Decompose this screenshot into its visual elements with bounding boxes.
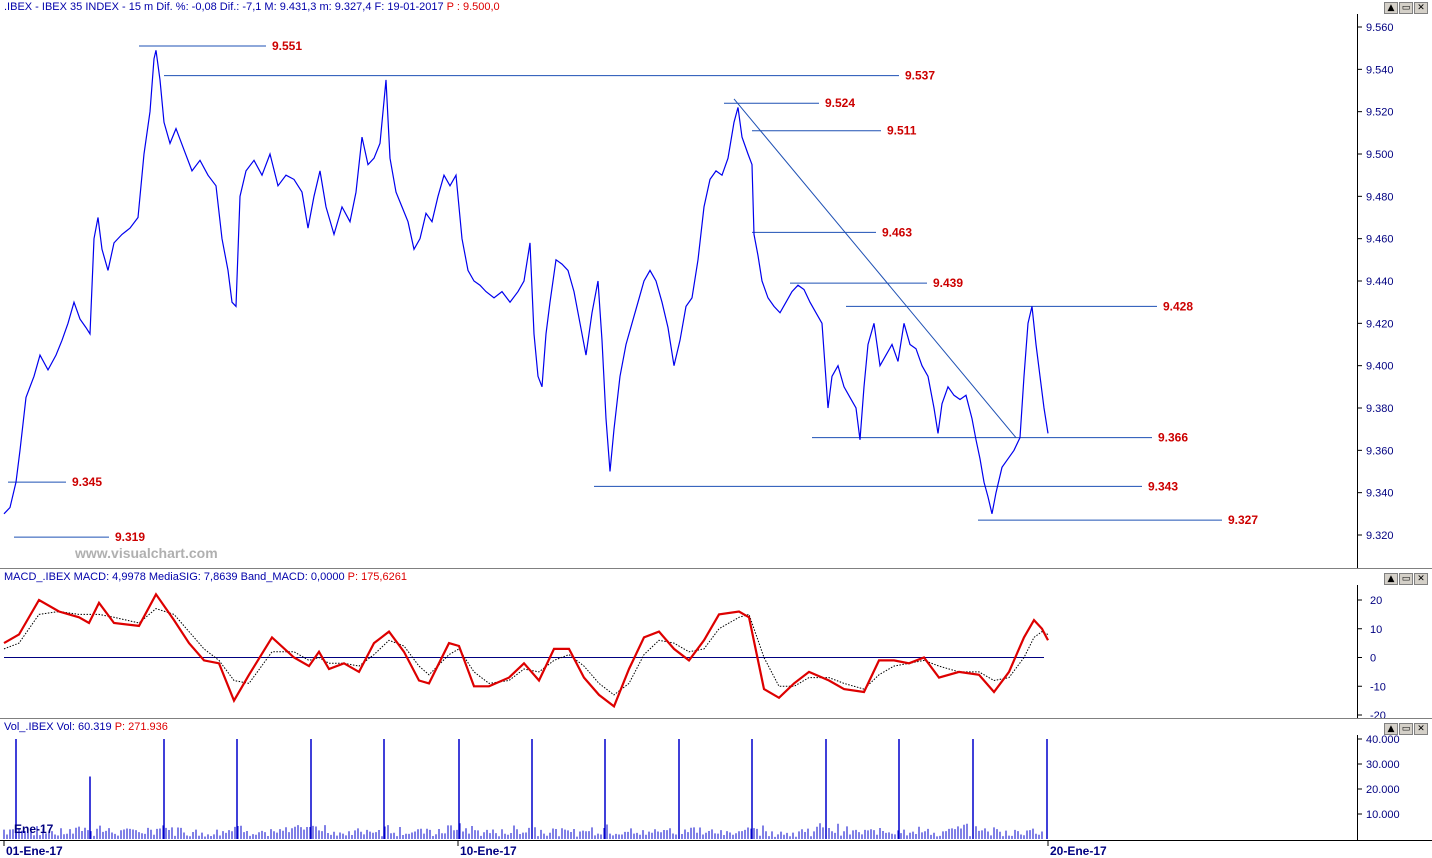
- volume-panel-title: Vol_.IBEX Vol: 60.319 P: 271.936: [4, 721, 168, 733]
- macd-y-tick-label: 10: [1370, 624, 1382, 636]
- volume-y-tick-label: 10.000: [1366, 809, 1400, 821]
- price-panel: .IBEX - IBEX 35 INDEX - 15 m Dif. %: -0,…: [3, 1, 1428, 568]
- inner-date-label: Ene-17: [14, 822, 54, 836]
- level-label: 9.327: [1228, 513, 1258, 527]
- macd-series: [3, 592, 1049, 709]
- price-y-tick-label: 9.400: [1366, 361, 1394, 373]
- price-panel-title: .IBEX - IBEX 35 INDEX - 15 m Dif. %: -0,…: [4, 1, 500, 13]
- volume-title: Vol_.IBEX Vol: 60.319: [4, 721, 112, 733]
- instrument-label: .IBEX - IBEX 35 INDEX - 15 m: [4, 1, 154, 13]
- signal-series: [3, 608, 1049, 696]
- price-window-buttons: ▲ ▭ ✕: [1384, 2, 1428, 14]
- level-label: 9.439: [933, 276, 963, 290]
- macd-panel: MACD_.IBEX MACD: 4,9978 MediaSIG: 7,8639…: [0, 568, 1432, 719]
- volume-panel: Vol_.IBEX Vol: 60.319 P: 271.936 ▲ ▭ ✕ 4…: [0, 718, 1432, 841]
- price-y-tick-label: 9.460: [1366, 234, 1394, 246]
- last-price: P : 9.500,0: [446, 1, 500, 13]
- price-y-tick-label: 9.540: [1366, 64, 1394, 76]
- volume-y-tick-label: 20.000: [1366, 784, 1400, 796]
- volume-bars: [3, 739, 1048, 839]
- x-tick-label: 20-Ene-17: [1050, 844, 1107, 858]
- macd-chart: 20 10 0 -10 -20: [3, 585, 1386, 719]
- watermark: www.visualchart.com: [75, 545, 218, 561]
- price-y-tick-label: 9.440: [1366, 276, 1394, 288]
- macd-y-tick-label: -10: [1370, 681, 1386, 693]
- level-label: 9.343: [1148, 479, 1178, 493]
- maximize-button[interactable]: ▭: [1399, 723, 1413, 735]
- macd-y-tick-label: 20: [1370, 595, 1382, 607]
- level-label: 9.511: [887, 124, 917, 138]
- macd-p-value: P: 175,6261: [347, 571, 407, 583]
- price-y-tick-label: 9.480: [1366, 191, 1394, 203]
- x-tick-label: 10-Ene-17: [460, 844, 517, 858]
- maximize-button[interactable]: ▭: [1399, 2, 1413, 14]
- price-y-tick-label: 9.320: [1366, 530, 1394, 542]
- price-series: [3, 50, 1049, 515]
- x-tick-label: 01-Ene-17: [6, 844, 63, 858]
- price-stats: Dif. %: -0,08 Dif.: -7,1 M: 9.431,3 m: 9…: [156, 1, 444, 13]
- level-label: 9.551: [272, 39, 302, 53]
- price-y-tick-label: 9.500: [1366, 149, 1394, 161]
- time-axis: 01-Ene-17 10-Ene-17 20-Ene-17: [0, 840, 1432, 858]
- trend-line: [733, 98, 1017, 438]
- close-button[interactable]: ✕: [1414, 2, 1428, 14]
- volume-p-value: P: 271.936: [114, 721, 168, 733]
- minimize-button[interactable]: ▲: [1384, 573, 1398, 585]
- price-y-tick-label: 9.360: [1366, 445, 1394, 457]
- macd-panel-title: MACD_.IBEX MACD: 4,9978 MediaSIG: 7,8639…: [4, 571, 407, 583]
- macd-title: MACD_.IBEX MACD: 4,9978 MediaSIG: 7,8639…: [4, 571, 345, 583]
- price-y-axis: 9.560 9.540 9.520 9.500 9.480 9.460 9.440 9.420…: [1358, 22, 1394, 542]
- level-label: 9.319: [115, 530, 145, 544]
- close-button[interactable]: ✕: [1414, 573, 1428, 585]
- price-y-tick-label: 9.380: [1366, 403, 1394, 415]
- volume-y-tick-label: 30.000: [1366, 759, 1400, 771]
- minimize-button[interactable]: ▲: [1384, 2, 1398, 14]
- volume-y-axis: 40.000 30.000 20.000 10.000: [1358, 734, 1400, 821]
- level-label: 9.428: [1163, 299, 1193, 313]
- macd-y-axis: 20 10 0 -10 -20: [1358, 595, 1386, 719]
- level-label: 9.463: [882, 225, 912, 239]
- volume-chart: 40.000 30.000 20.000 10.000: [3, 734, 1400, 841]
- level-label: 9.366: [1158, 431, 1188, 445]
- support-resistance-levels: 9.551 9.537 9.524 9.511 9.463 9.439 9.428 9.366…: [8, 39, 1258, 544]
- price-y-tick-label: 9.520: [1366, 107, 1394, 119]
- price-y-tick-label: 9.340: [1366, 488, 1394, 500]
- price-chart: 9.560 9.540 9.520 9.500 9.480 9.460 9.440 9.420…: [3, 14, 1394, 568]
- maximize-button[interactable]: ▭: [1399, 573, 1413, 585]
- volume-y-tick-label: 40.000: [1366, 734, 1400, 746]
- level-label: 9.345: [72, 475, 102, 489]
- macd-y-tick-label: -20: [1370, 710, 1386, 719]
- time-axis-labels: 01-Ene-17 10-Ene-17 20-Ene-17: [3, 841, 1107, 858]
- macd-y-tick-label: 0: [1370, 653, 1376, 665]
- level-label: 9.524: [825, 96, 855, 110]
- minimize-button[interactable]: ▲: [1384, 723, 1398, 735]
- close-button[interactable]: ✕: [1414, 723, 1428, 735]
- volume-window-buttons: ▲ ▭ ✕: [1384, 723, 1428, 735]
- level-label: 9.537: [905, 69, 935, 83]
- macd-window-buttons: ▲ ▭ ✕: [1384, 573, 1428, 585]
- price-y-tick-label: 9.560: [1366, 22, 1394, 34]
- price-y-tick-label: 9.420: [1366, 318, 1394, 330]
